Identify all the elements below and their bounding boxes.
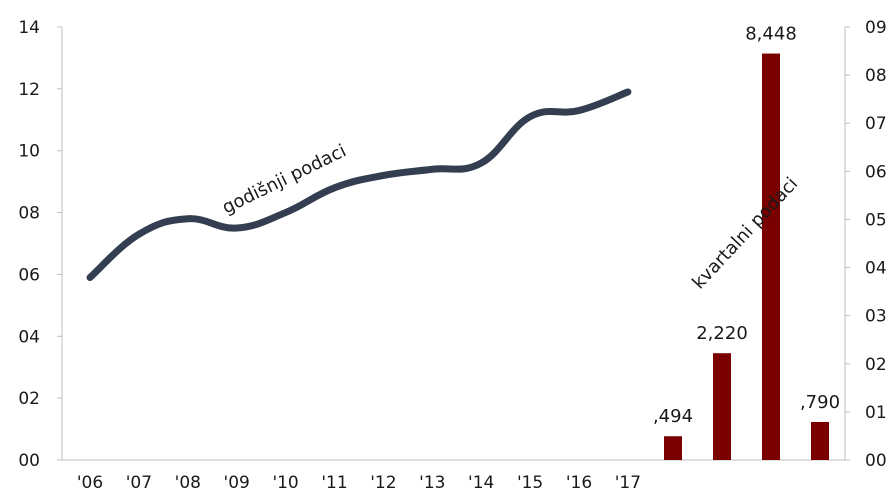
line-annotation: godišnji podaci: [219, 140, 350, 218]
x-axis: '06 '07 '08 '09 '10 '11 '12 '13 '14 '15 '16 '17: [62, 459, 845, 493]
left-tick-label: 10: [18, 142, 40, 162]
x-tick-label: '12: [370, 473, 396, 493]
bar: [811, 421, 829, 460]
left-tick-label: 04: [18, 327, 40, 347]
bar-data-label: 2,220: [696, 323, 748, 344]
right-tick-label: 03: [865, 307, 887, 327]
x-tick-label: '15: [517, 473, 543, 493]
bar-data-labels: ,494 2,220 8,448 ,790: [653, 24, 840, 428]
line-series-godisnji: [86, 88, 632, 282]
x-tick-label: '07: [126, 473, 152, 493]
left-tick-label: 00: [18, 451, 40, 471]
bar-series: [664, 53, 829, 460]
left-tick-label: 08: [18, 204, 40, 224]
x-tick-label: '16: [566, 473, 592, 493]
x-tick-label: '06: [77, 473, 103, 493]
left-tick-label: 06: [18, 265, 40, 285]
left-tick-label: 02: [18, 389, 40, 409]
right-y-axis: 00 01 02 03 04 05 06 07 08 09: [844, 18, 887, 471]
right-tick-label: 00: [865, 451, 887, 471]
right-tick-label: 04: [865, 259, 887, 279]
right-tick-label: 02: [865, 355, 887, 375]
bar: [762, 53, 780, 460]
x-tick-label: '10: [272, 473, 298, 493]
x-tick-label: '11: [321, 473, 347, 493]
x-tick-label: '13: [419, 473, 445, 493]
x-tick-label: '17: [615, 473, 641, 493]
right-tick-label: 05: [865, 210, 887, 230]
x-tick-label: '08: [175, 473, 201, 493]
right-tick-label: 06: [865, 162, 887, 182]
bar-data-label: ,494: [653, 406, 693, 427]
left-y-axis: 00 02 04 06 08 10 12 14: [18, 18, 63, 471]
left-tick-label: 12: [18, 80, 40, 100]
left-tick-label: 14: [18, 18, 40, 38]
right-tick-label: 07: [865, 114, 887, 134]
bar: [713, 353, 731, 460]
x-tick-label: '14: [468, 473, 494, 493]
x-tick-label: '09: [224, 473, 250, 493]
bar-data-label: ,790: [800, 392, 840, 413]
right-tick-label: 01: [865, 403, 887, 423]
bar: [664, 436, 682, 460]
bar-annotation: kvartalni podaci: [688, 173, 802, 293]
right-tick-label: 08: [865, 66, 887, 86]
right-tick-label: 09: [865, 18, 887, 38]
bar-data-label: 8,448: [745, 24, 797, 45]
